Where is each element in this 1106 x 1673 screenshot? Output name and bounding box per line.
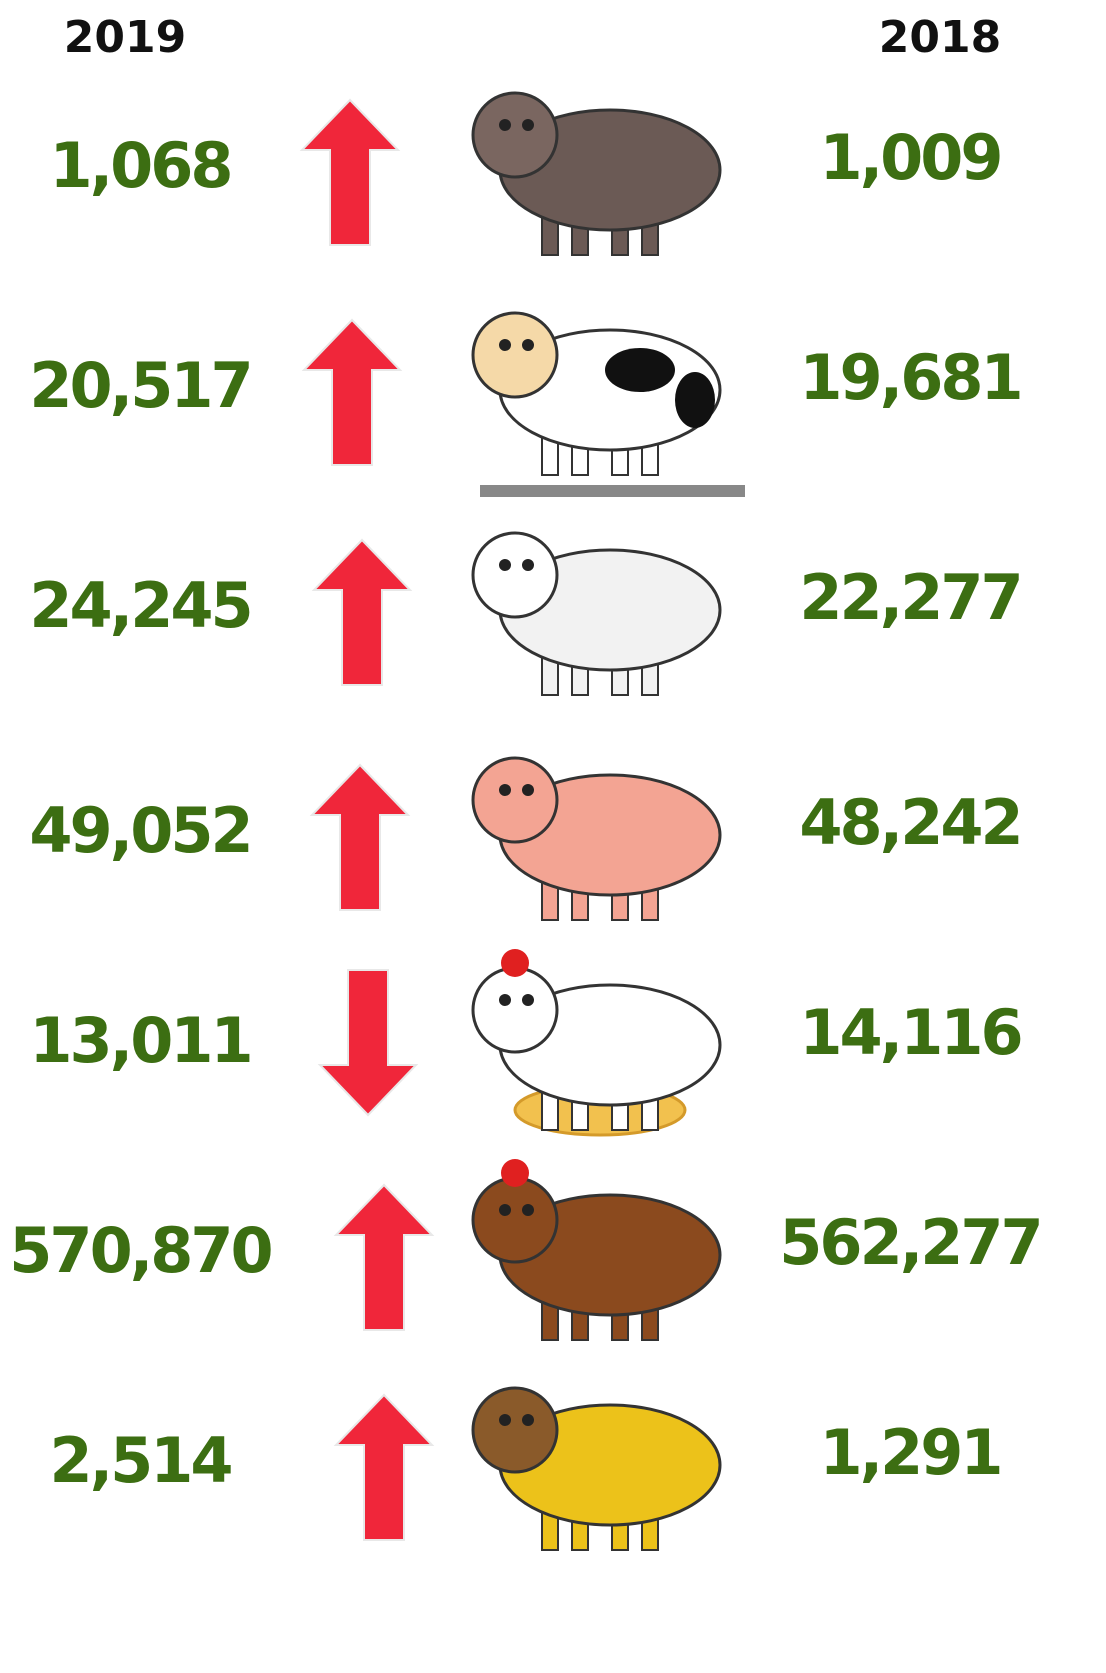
right-value: 562,277 (779, 1206, 1040, 1279)
trend-arrow (302, 100, 398, 245)
duck-icon (473, 1388, 720, 1550)
arrow-shape (312, 765, 408, 910)
left-year: 2019 (64, 12, 186, 63)
spot (605, 348, 675, 392)
arrow-shape (304, 320, 400, 465)
eye (499, 994, 511, 1006)
left-value: 20,517 (29, 349, 250, 422)
left-value: 24,245 (29, 569, 250, 642)
right-value: 1,009 (819, 121, 1000, 194)
page: {"header": {"left": "2019", "right": "20… (0, 0, 1106, 1673)
right-value: 22,277 (799, 561, 1020, 634)
ground (480, 485, 745, 497)
left-value: 1,068 (49, 129, 230, 202)
trend-arrow (336, 1395, 432, 1540)
pig-icon (473, 758, 720, 920)
trend-arrow (336, 1185, 432, 1330)
eye (522, 1414, 534, 1426)
cow-icon (473, 313, 745, 497)
eye (522, 119, 534, 131)
arrow-shape (314, 540, 410, 685)
eye (522, 784, 534, 796)
eye (522, 1204, 534, 1216)
buffalo-icon (473, 93, 720, 255)
left-value: 570,870 (9, 1214, 271, 1287)
trend-arrow (314, 540, 410, 685)
left-value: 13,011 (29, 1004, 250, 1077)
eye (522, 339, 534, 351)
arrow-shape (336, 1185, 432, 1330)
head (473, 313, 557, 397)
head (473, 968, 557, 1052)
trend-arrow (304, 320, 400, 465)
eye (522, 994, 534, 1006)
head (473, 1388, 557, 1472)
right-value: 19,681 (799, 341, 1020, 414)
right-value: 1,291 (819, 1416, 1000, 1489)
comb (501, 949, 529, 977)
head (473, 1178, 557, 1262)
arrow-shape (336, 1395, 432, 1540)
trend-arrow (320, 970, 416, 1115)
comb (501, 1159, 529, 1187)
left-value: 49,052 (29, 794, 250, 867)
arrow-shape (302, 100, 398, 245)
eye (499, 119, 511, 131)
left-value: 2,514 (49, 1424, 231, 1497)
arrow-shape (320, 970, 416, 1115)
right-value: 48,242 (799, 786, 1020, 859)
head (473, 758, 557, 842)
chicken-icon (473, 949, 720, 1135)
head (473, 93, 557, 177)
eye (522, 559, 534, 571)
eye (499, 784, 511, 796)
eye (499, 1414, 511, 1426)
trend-arrow (312, 765, 408, 910)
eye (499, 1204, 511, 1216)
infographic: 2019 2018 1,068 1,009 20,517 19,681 24,245 22… (0, 0, 1106, 1673)
head (473, 533, 557, 617)
eye (499, 339, 511, 351)
goat-icon (473, 533, 720, 695)
spot (675, 372, 715, 428)
eye (499, 559, 511, 571)
hen-icon (473, 1159, 720, 1340)
right-year: 2018 (879, 12, 1001, 63)
right-value: 14,116 (799, 996, 1020, 1069)
